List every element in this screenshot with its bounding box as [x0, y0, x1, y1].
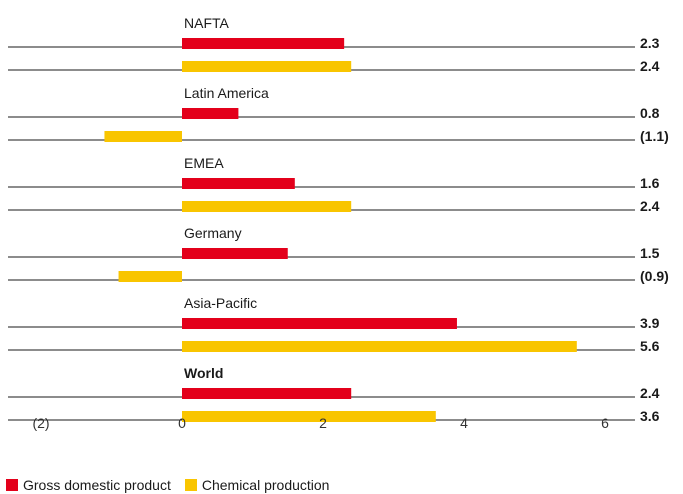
x-tick-label-0: (2) [32, 415, 49, 431]
x-tick-label-1: 0 [178, 415, 186, 431]
bar-germany-gdp [182, 248, 288, 259]
value-label-nafta-gdp: 2.3 [640, 35, 660, 51]
bar-asia-pacific-gdp [182, 318, 457, 329]
value-label-germany-chem: (0.9) [640, 268, 669, 284]
legend-label-chem: Chemical production [201, 477, 330, 493]
region-label-world: World [184, 365, 223, 381]
value-label-germany-gdp: 1.5 [640, 245, 660, 261]
value-label-asia-pacific-gdp: 3.9 [640, 315, 660, 331]
x-tick-label-4: 6 [601, 415, 609, 431]
bar-nafta-chem [182, 61, 352, 72]
region-label-emea: EMEA [184, 155, 224, 171]
value-label-world-chem: 3.6 [640, 408, 660, 424]
bar-world-chem [182, 411, 436, 422]
region-label-germany: Germany [184, 225, 242, 241]
bar-emea-gdp [182, 178, 295, 189]
bar-germany-chem [118, 271, 182, 282]
value-label-asia-pacific-chem: 5.6 [640, 338, 660, 354]
bar-emea-chem [182, 201, 352, 212]
region-label-latin-america: Latin America [184, 85, 269, 101]
bar-latin-america-chem [104, 131, 182, 142]
value-label-world-gdp: 2.4 [640, 385, 660, 401]
value-label-latin-america-gdp: 0.8 [640, 105, 660, 121]
region-label-nafta: NAFTA [184, 15, 230, 31]
x-tick-label-2: 2 [319, 415, 327, 431]
bar-asia-pacific-chem [182, 341, 577, 352]
bar-latin-america-gdp [182, 108, 239, 119]
legend-swatch-chem [184, 479, 197, 491]
legend-item-chem: Chemical production [184, 477, 330, 493]
legend-label-gdp: Gross domestic product [23, 477, 171, 493]
legend: Gross domestic product Chemical producti… [6, 476, 343, 494]
x-tick-label-3: 4 [460, 415, 468, 431]
bar-world-gdp [182, 388, 352, 399]
value-label-latin-america-chem: (1.1) [640, 128, 669, 144]
region-label-asia-pacific: Asia-Pacific [184, 295, 257, 311]
value-label-emea-chem: 2.4 [640, 198, 660, 214]
bar-nafta-gdp [182, 38, 345, 49]
value-label-emea-gdp: 1.6 [640, 175, 660, 191]
value-label-nafta-chem: 2.4 [640, 58, 660, 74]
legend-swatch-gdp [6, 479, 18, 491]
legend-item-gdp: Gross domestic product [6, 477, 171, 493]
